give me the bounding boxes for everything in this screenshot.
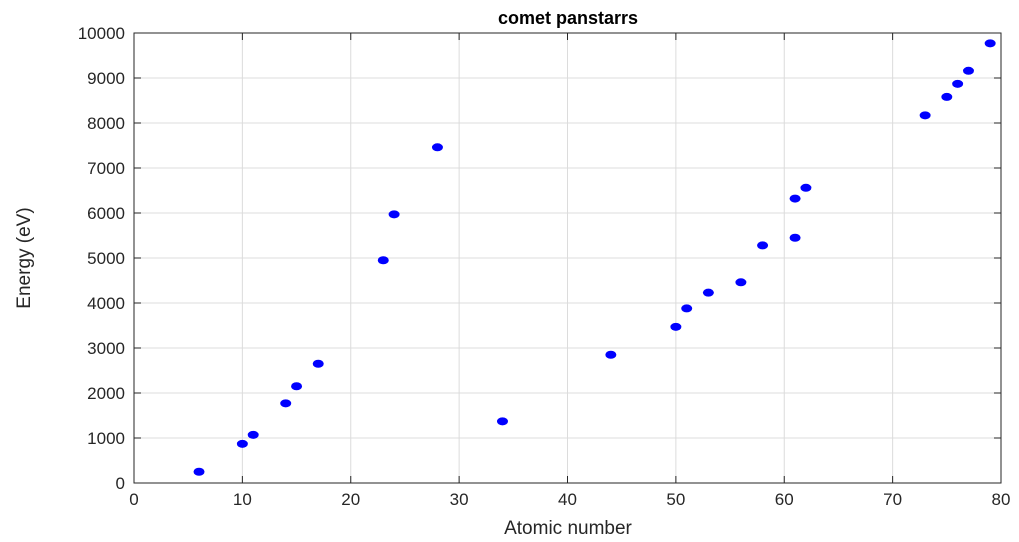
data-point: [962, 66, 974, 75]
y-tick-label: 4000: [87, 294, 125, 313]
data-point: [952, 79, 964, 88]
data-point: [496, 417, 508, 426]
data-point: [670, 322, 682, 331]
x-tick-label: 80: [992, 490, 1011, 509]
data-point: [919, 111, 931, 120]
x-tick-label: 50: [666, 490, 685, 509]
data-points: [193, 39, 996, 476]
data-point: [247, 430, 259, 439]
y-tick-label: 0: [116, 474, 125, 493]
chart-title: comet panstarrs: [498, 8, 638, 28]
axis-ticks: [133, 32, 1002, 484]
grid-lines: [134, 33, 1001, 483]
y-tick-label: 2000: [87, 384, 125, 403]
data-point: [735, 278, 747, 287]
y-tick-label: 10000: [78, 24, 125, 43]
y-tick-label: 5000: [87, 249, 125, 268]
data-point: [312, 359, 324, 368]
y-tick-label: 9000: [87, 69, 125, 88]
data-point: [984, 39, 996, 48]
y-tick-label: 6000: [87, 204, 125, 223]
x-axis-label: Atomic number: [504, 518, 632, 539]
data-point: [681, 304, 693, 313]
x-tick-label: 40: [558, 490, 577, 509]
data-point: [388, 210, 400, 219]
data-point: [800, 183, 812, 192]
data-point: [789, 194, 801, 203]
y-tick-labels: 0 1000 2000 3000 4000 5000 6000 7000 8000 9000 100…: [78, 24, 125, 493]
data-point: [757, 241, 769, 250]
data-point: [236, 439, 248, 448]
x-tick-label: 20: [341, 490, 360, 509]
data-point: [789, 233, 801, 242]
y-tick-label: 1000: [87, 429, 125, 448]
data-point: [280, 399, 292, 408]
y-tick-label: 3000: [87, 339, 125, 358]
x-tick-label: 30: [450, 490, 469, 509]
data-point: [291, 382, 303, 391]
x-tick-label: 10: [233, 490, 252, 509]
data-point: [193, 467, 205, 476]
data-point: [941, 92, 953, 101]
x-tick-label: 0: [129, 490, 138, 509]
x-tick-label: 70: [883, 490, 902, 509]
y-tick-label: 7000: [87, 159, 125, 178]
data-point: [605, 350, 617, 359]
x-tick-labels: 0 10 20 30 40 50 60 70 80: [129, 490, 1010, 509]
y-tick-label: 8000: [87, 114, 125, 133]
data-point: [431, 143, 443, 152]
data-point: [377, 256, 389, 265]
data-point: [702, 288, 714, 297]
y-axis-label: Energy (eV): [14, 207, 35, 308]
x-tick-label: 60: [775, 490, 794, 509]
